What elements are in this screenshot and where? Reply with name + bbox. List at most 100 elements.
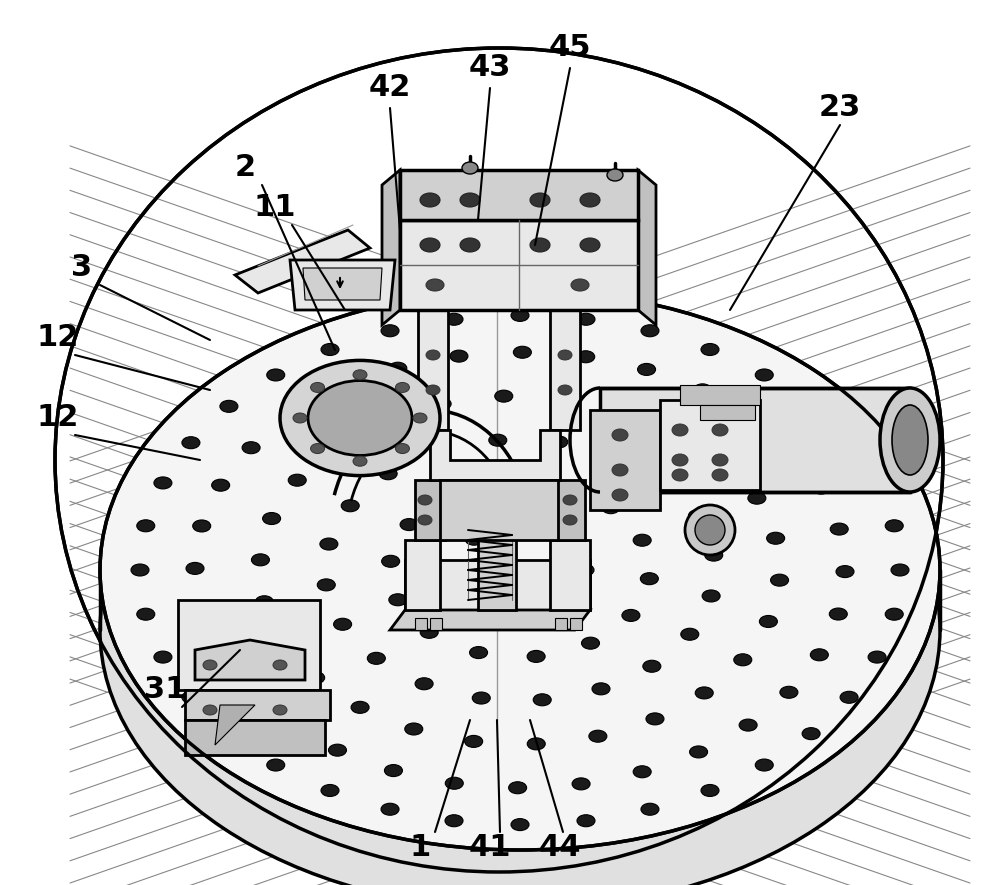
Ellipse shape <box>527 738 545 750</box>
Ellipse shape <box>220 727 238 740</box>
Text: 45: 45 <box>549 34 591 63</box>
Ellipse shape <box>465 533 483 545</box>
Ellipse shape <box>288 474 306 486</box>
Ellipse shape <box>868 651 886 663</box>
Ellipse shape <box>100 350 940 885</box>
Ellipse shape <box>495 478 513 489</box>
Polygon shape <box>550 540 590 610</box>
Ellipse shape <box>307 672 325 684</box>
Ellipse shape <box>672 424 688 436</box>
Polygon shape <box>185 690 330 720</box>
Ellipse shape <box>557 595 575 607</box>
Ellipse shape <box>767 532 785 544</box>
Ellipse shape <box>465 735 483 748</box>
Polygon shape <box>178 600 320 690</box>
Ellipse shape <box>415 678 433 689</box>
Ellipse shape <box>780 686 798 698</box>
Ellipse shape <box>186 562 204 574</box>
Ellipse shape <box>462 162 478 174</box>
Ellipse shape <box>829 608 847 620</box>
Polygon shape <box>700 405 755 420</box>
Ellipse shape <box>413 413 427 423</box>
Ellipse shape <box>154 651 172 663</box>
Ellipse shape <box>688 510 706 522</box>
Polygon shape <box>415 618 427 630</box>
Ellipse shape <box>341 500 359 512</box>
Ellipse shape <box>607 169 623 181</box>
Ellipse shape <box>701 343 719 356</box>
Ellipse shape <box>273 660 287 670</box>
Ellipse shape <box>430 445 448 458</box>
Ellipse shape <box>695 687 713 699</box>
Ellipse shape <box>530 193 550 207</box>
Ellipse shape <box>55 48 943 872</box>
Polygon shape <box>600 388 910 492</box>
Ellipse shape <box>755 759 773 771</box>
Ellipse shape <box>802 400 820 412</box>
Ellipse shape <box>400 519 418 531</box>
Ellipse shape <box>489 435 507 446</box>
Ellipse shape <box>426 350 440 360</box>
Ellipse shape <box>100 290 940 850</box>
Ellipse shape <box>433 397 451 410</box>
Ellipse shape <box>868 477 886 489</box>
Ellipse shape <box>311 443 325 453</box>
Ellipse shape <box>283 409 301 421</box>
Ellipse shape <box>633 766 651 778</box>
Ellipse shape <box>320 538 338 550</box>
Text: 41: 41 <box>469 834 511 863</box>
Ellipse shape <box>577 815 595 827</box>
Ellipse shape <box>577 350 595 363</box>
Ellipse shape <box>690 746 708 758</box>
Ellipse shape <box>511 310 529 321</box>
Ellipse shape <box>513 346 531 358</box>
Ellipse shape <box>446 564 464 576</box>
Ellipse shape <box>334 619 352 630</box>
Ellipse shape <box>353 456 367 466</box>
Ellipse shape <box>771 574 789 586</box>
Ellipse shape <box>592 683 610 695</box>
Text: 12: 12 <box>37 404 79 433</box>
Polygon shape <box>390 610 590 630</box>
Ellipse shape <box>376 415 394 427</box>
Ellipse shape <box>612 429 628 441</box>
Ellipse shape <box>672 469 688 481</box>
Polygon shape <box>185 720 325 755</box>
Ellipse shape <box>203 660 217 670</box>
Ellipse shape <box>465 595 483 607</box>
Ellipse shape <box>137 519 155 532</box>
Ellipse shape <box>742 412 760 423</box>
Ellipse shape <box>426 385 440 395</box>
Ellipse shape <box>450 350 468 362</box>
Ellipse shape <box>263 512 281 525</box>
Ellipse shape <box>640 573 658 585</box>
Ellipse shape <box>460 238 480 252</box>
Ellipse shape <box>602 502 620 513</box>
Ellipse shape <box>239 683 257 696</box>
Ellipse shape <box>395 382 409 392</box>
Ellipse shape <box>328 744 346 756</box>
Ellipse shape <box>460 193 480 207</box>
Ellipse shape <box>552 481 570 494</box>
Ellipse shape <box>382 555 400 567</box>
Ellipse shape <box>308 381 412 456</box>
Text: 31: 31 <box>144 675 186 704</box>
Ellipse shape <box>273 705 287 715</box>
Ellipse shape <box>280 360 440 475</box>
Ellipse shape <box>550 436 568 448</box>
Text: 2: 2 <box>234 153 256 182</box>
Ellipse shape <box>580 193 600 207</box>
Polygon shape <box>400 220 638 310</box>
Ellipse shape <box>885 608 903 620</box>
Ellipse shape <box>381 325 399 337</box>
Polygon shape <box>430 618 442 630</box>
Polygon shape <box>195 640 305 680</box>
Polygon shape <box>478 480 516 610</box>
Ellipse shape <box>418 515 432 525</box>
Ellipse shape <box>182 691 200 704</box>
Ellipse shape <box>420 193 440 207</box>
Polygon shape <box>418 310 448 430</box>
Ellipse shape <box>193 520 211 532</box>
Ellipse shape <box>558 385 572 395</box>
Ellipse shape <box>783 444 801 457</box>
